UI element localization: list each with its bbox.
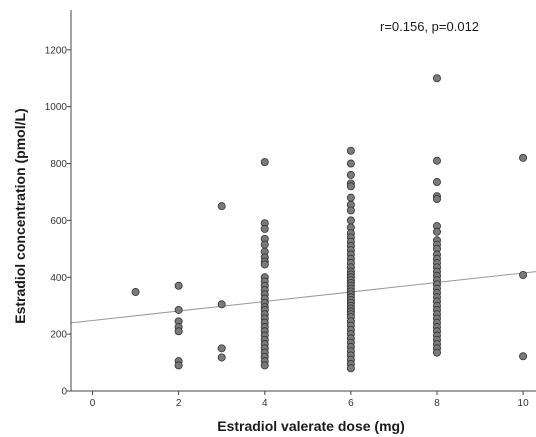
correlation-annotation: r=0.156, p=0.012	[380, 19, 479, 34]
x-axis-ticks: 0 2 4 6 8 10	[90, 391, 529, 409]
data-point	[432, 348, 441, 357]
data-point	[260, 224, 269, 233]
data-point	[217, 300, 226, 309]
data-point	[519, 270, 528, 279]
data-point	[346, 182, 355, 191]
data-point	[432, 195, 441, 204]
data-point	[346, 216, 355, 225]
y-axis-ticks: 0 200 400 600 800 1000 1200	[45, 45, 71, 398]
data-point	[217, 344, 226, 353]
x-tick-label: 8	[434, 398, 440, 409]
data-point	[131, 288, 140, 297]
data-point	[432, 156, 441, 165]
data-points	[131, 74, 528, 373]
data-point	[174, 327, 183, 336]
data-point	[346, 146, 355, 155]
y-tick-label: 0	[61, 387, 67, 398]
x-tick-label: 10	[518, 398, 530, 409]
x-axis-title: Estradiol valerate dose (mg)	[217, 418, 405, 434]
data-point	[174, 305, 183, 314]
data-point	[346, 170, 355, 179]
data-point	[346, 193, 355, 202]
y-tick-label: 1000	[45, 102, 68, 113]
regression-line	[70, 271, 536, 324]
x-tick-label: 0	[90, 398, 96, 409]
data-point	[346, 159, 355, 168]
data-point	[260, 361, 269, 370]
data-point	[519, 352, 528, 361]
y-tick-label: 400	[50, 273, 67, 284]
data-point	[432, 227, 441, 236]
y-tick-label: 200	[50, 330, 67, 341]
y-tick-label: 800	[50, 159, 67, 170]
x-tick-label: 4	[262, 398, 268, 409]
x-tick-label: 2	[176, 398, 182, 409]
data-point	[217, 353, 226, 362]
y-tick-label: 600	[50, 216, 67, 227]
y-axis-title: Estradiol concentration (pmol/L)	[12, 108, 28, 323]
data-point	[519, 153, 528, 162]
x-tick-label: 6	[348, 398, 354, 409]
data-point	[346, 364, 355, 373]
data-point	[260, 260, 269, 269]
y-tick-label: 1200	[45, 45, 68, 56]
data-point	[217, 202, 226, 211]
data-point	[260, 158, 269, 167]
data-point	[260, 240, 269, 249]
data-point	[174, 281, 183, 290]
data-point	[346, 206, 355, 215]
data-point	[432, 74, 441, 83]
plot-area	[70, 74, 536, 373]
data-point	[432, 178, 441, 187]
data-point	[174, 361, 183, 370]
